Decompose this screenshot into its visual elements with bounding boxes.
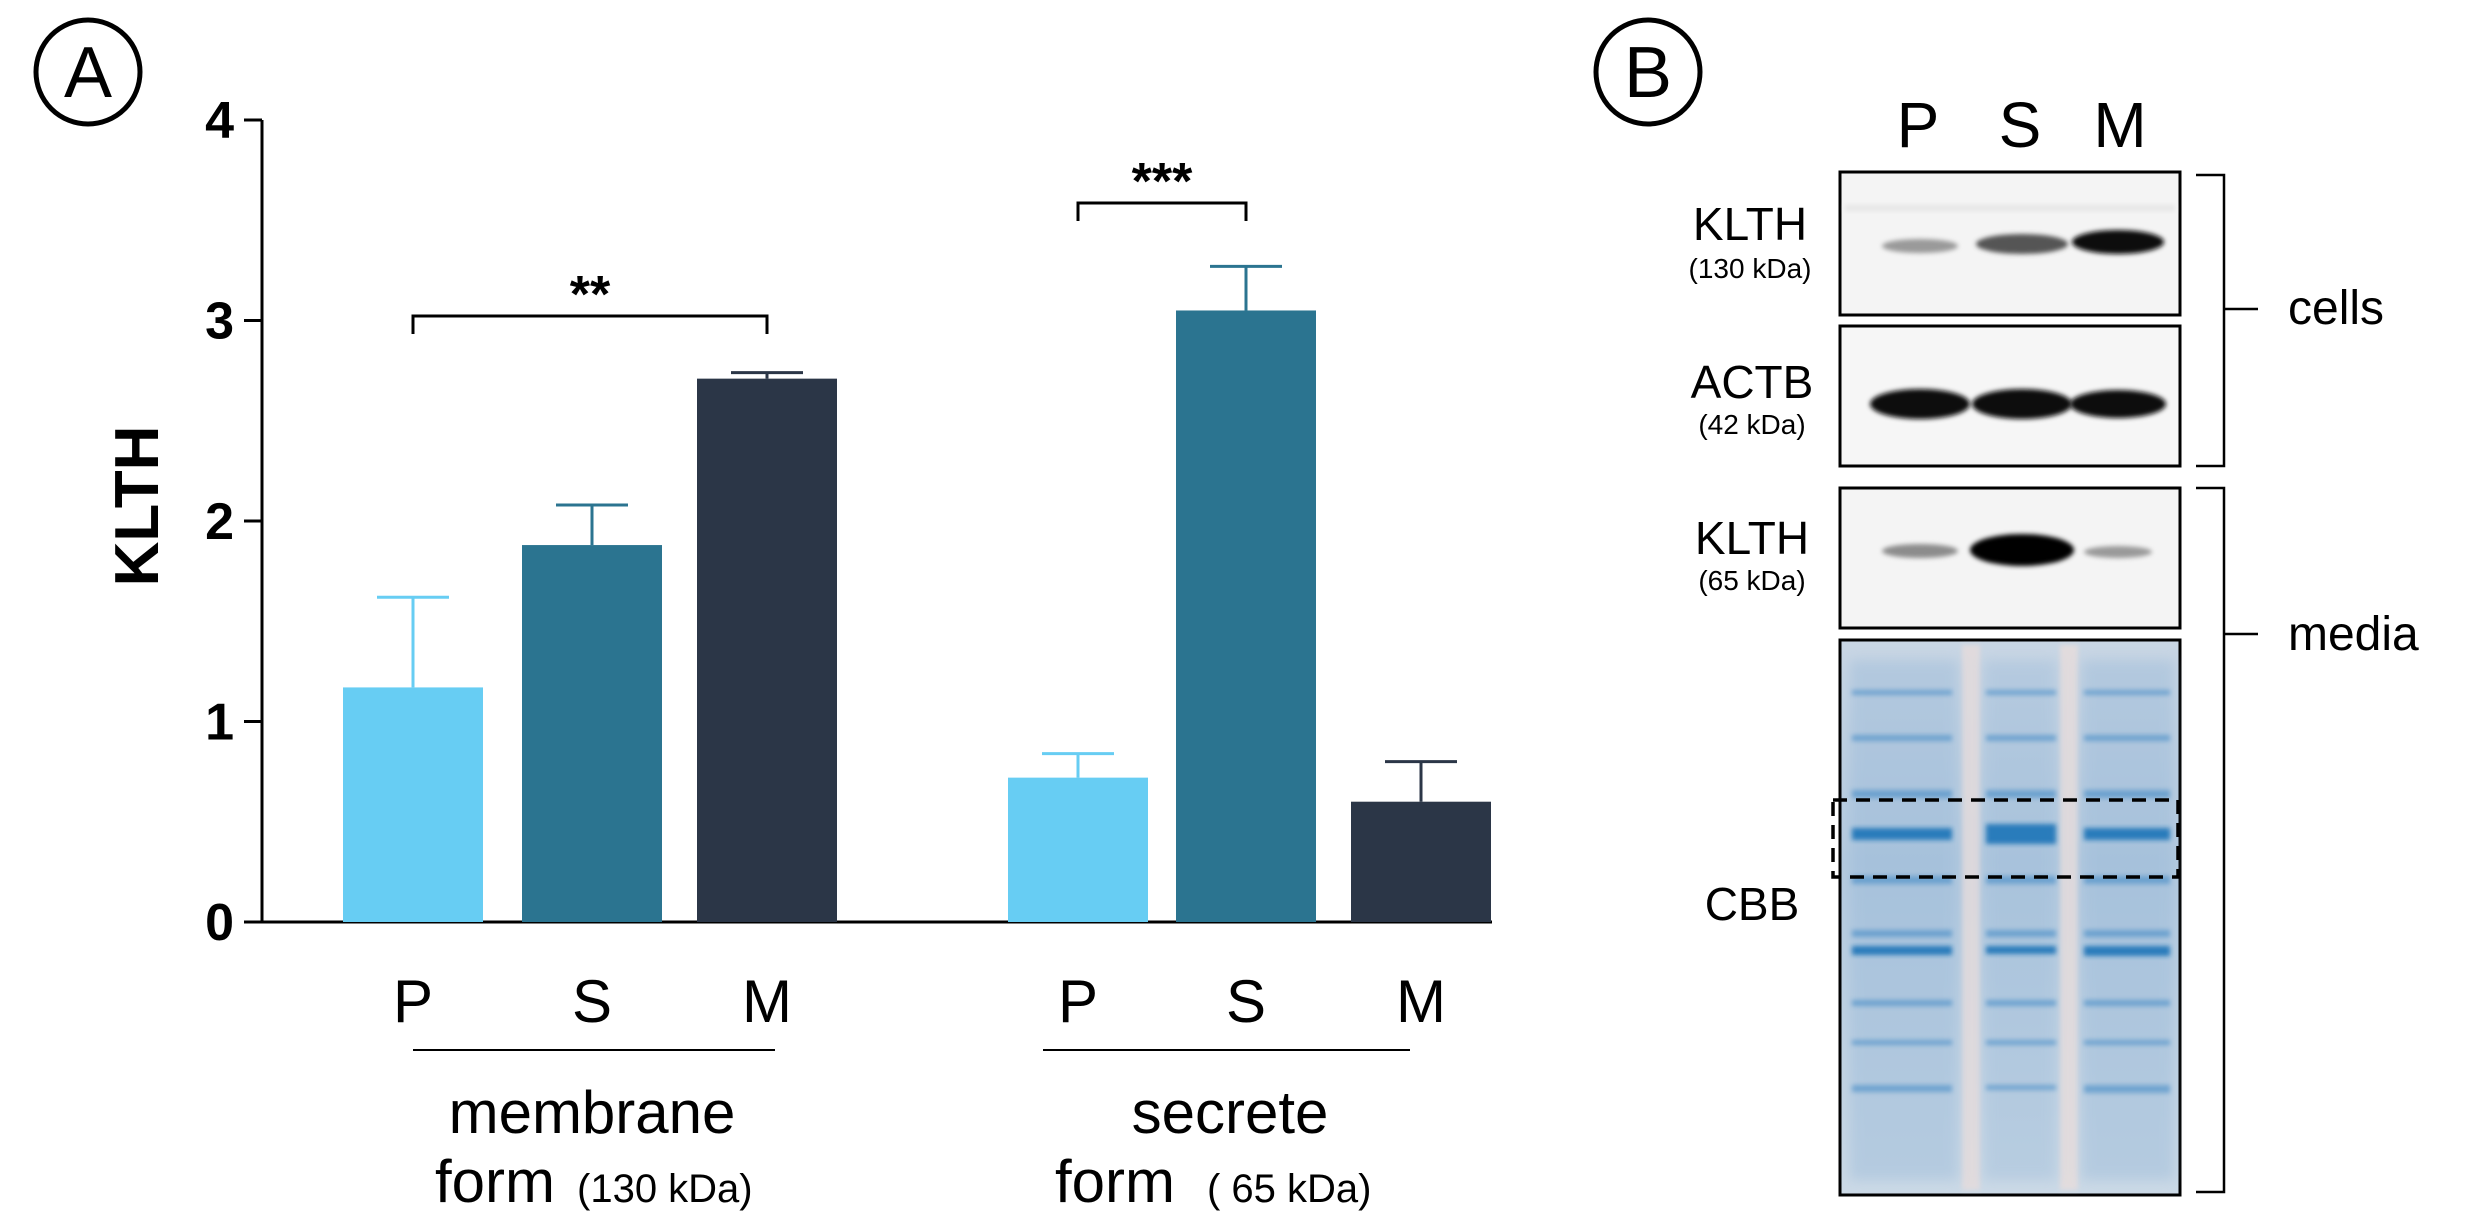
bars xyxy=(343,310,1491,923)
y-tick-label: 0 xyxy=(205,894,234,952)
membrane-kda: (130 kDa) xyxy=(577,1167,753,1211)
significance-bracket xyxy=(411,314,769,334)
cbb-gel xyxy=(1831,638,2182,1197)
blot-name-klth65: KLTH xyxy=(1695,512,1809,564)
bar-s-1 xyxy=(522,545,662,922)
bar-m-2 xyxy=(697,378,837,922)
bracket-media xyxy=(2196,486,2258,1194)
y-axis-label: KLTH xyxy=(103,426,172,587)
band-actb-s xyxy=(1972,389,2072,419)
blot-name-cbb: CBB xyxy=(1705,878,1800,930)
lane-label-p: P xyxy=(1897,89,1940,161)
membrane-form-word: form xyxy=(435,1148,555,1215)
y-tick-label: 3 xyxy=(205,293,234,351)
blot-actb xyxy=(1838,324,2182,468)
x-tick-label-m: M xyxy=(742,968,792,1035)
band-actb-p xyxy=(1870,389,1970,419)
blot-name-klth130: KLTH xyxy=(1693,198,1807,250)
dashed-highlight-box xyxy=(1831,798,2180,879)
panel-b-label-circle xyxy=(1593,17,1703,127)
secrete-form-word: form xyxy=(1055,1148,1175,1215)
band-actb-m xyxy=(2070,390,2166,418)
blot-klth-65 xyxy=(1838,486,2182,630)
bracket-label-cells: cells xyxy=(2288,282,2384,335)
y-ticks: 0 1 2 3 4 xyxy=(205,92,262,952)
y-tick-label: 4 xyxy=(205,92,234,150)
blot-sub-actb: (42 kDa) xyxy=(1698,409,1805,440)
error-bars xyxy=(377,264,1457,802)
lane-label-m: M xyxy=(2093,89,2146,161)
band-klth65-p xyxy=(1882,544,1958,558)
x-tick-label-m: M xyxy=(1396,968,1446,1035)
band-klth65-s xyxy=(1970,534,2074,566)
blot-name-actb: ACTB xyxy=(1691,356,1814,408)
bar-s-4 xyxy=(1176,310,1316,923)
bar-p-3 xyxy=(1008,777,1148,922)
band-klth130-m xyxy=(2072,230,2164,254)
x-tick-label-s: S xyxy=(572,968,612,1035)
blot-sub-klth65: (65 kDa) xyxy=(1698,565,1805,596)
significance-label: ** xyxy=(570,266,611,324)
group-label-membrane-line1: membrane xyxy=(449,1079,736,1146)
significance-brackets: ***** xyxy=(411,153,1248,334)
panel-b-label: B xyxy=(1624,33,1672,113)
panel-a-label: A xyxy=(64,33,112,113)
bracket-cells xyxy=(2196,173,2258,468)
significance-bracket xyxy=(1076,201,1248,221)
significance-label: *** xyxy=(1132,153,1193,211)
lane-label-s: S xyxy=(1999,89,2042,161)
blot-sub-klth130: (130 kDa) xyxy=(1689,253,1812,284)
bar-p-0 xyxy=(343,687,483,922)
band-klth65-m xyxy=(2084,546,2152,558)
y-tick-label: 2 xyxy=(205,493,234,551)
band-klth130-p xyxy=(1882,239,1958,253)
y-tick-label: 1 xyxy=(205,694,234,752)
x-tick-label-p: P xyxy=(1058,968,1098,1035)
group-label-membrane-line2: form (130 kDa) xyxy=(435,1148,753,1215)
x-tick-label-s: S xyxy=(1226,968,1266,1035)
group-label-secrete-line1: secrete xyxy=(1132,1079,1329,1146)
blot-klth-130 xyxy=(1838,170,2182,317)
bar-m-5 xyxy=(1351,801,1491,922)
panel-b: B P S M KLTH (130 kDa) ACTB (42 kDa) xyxy=(1593,17,2419,1197)
x-tick-label-p: P xyxy=(393,968,433,1035)
bracket-label-media: media xyxy=(2288,608,2419,661)
group-label-secrete-line2: form ( 65 kDa) xyxy=(1055,1148,1372,1215)
panel-a-label-circle xyxy=(33,17,143,127)
secrete-kda: ( 65 kDa) xyxy=(1207,1167,1372,1211)
band-klth130-s xyxy=(1976,234,2068,254)
